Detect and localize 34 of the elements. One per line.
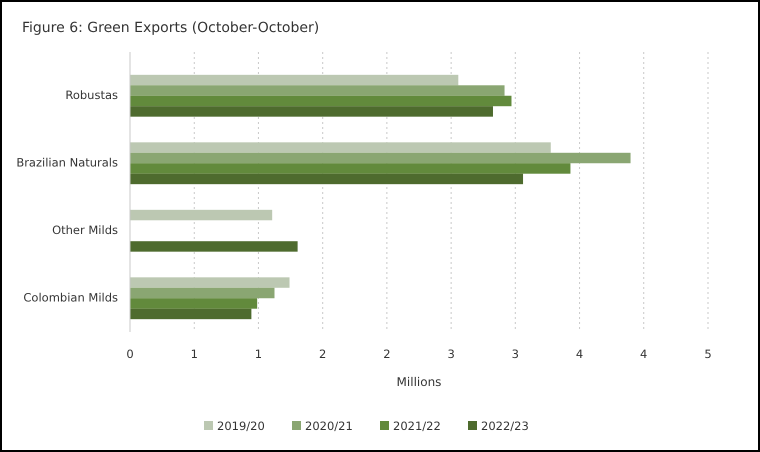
bar [130,152,631,164]
y-tick-label: Other Milds [52,222,118,237]
x-tick-label: 2 [383,347,391,361]
bar [130,241,298,252]
legend-label: 2022/23 [481,419,529,433]
x-tick-label: 0 [126,347,134,361]
legend-label: 2020/21 [305,419,353,433]
bar [130,96,512,106]
x-tick-label: 2 [319,347,326,361]
x-tick-label: 1 [254,347,262,361]
x-tick-label: 4 [576,347,584,361]
bar [130,277,290,288]
y-tick-label: Robustas [65,88,118,102]
x-tick-label: 5 [704,347,712,361]
bar [130,85,505,96]
x-axis-title: Millions [396,375,442,389]
bar [130,288,274,298]
bar [130,210,272,220]
bar [130,308,252,320]
bar [130,163,570,174]
y-tick-label: Brazilian Naturals [16,155,118,170]
chart-title: Figure 6: Green Exports (October-October) [22,20,320,36]
x-tick-label: 1 [190,347,198,361]
bar [130,298,258,309]
bar [130,142,551,153]
bar [130,74,458,86]
x-tick-label: 3 [447,347,455,361]
x-tick-label: 4 [640,347,648,361]
bar [130,106,493,117]
x-tick-label: 3 [512,347,519,361]
legend-label: 2019/20 [217,419,265,433]
legend-label: 2021/22 [393,419,441,433]
bar [130,174,524,184]
y-tick-label: Colombian Milds [23,290,118,304]
